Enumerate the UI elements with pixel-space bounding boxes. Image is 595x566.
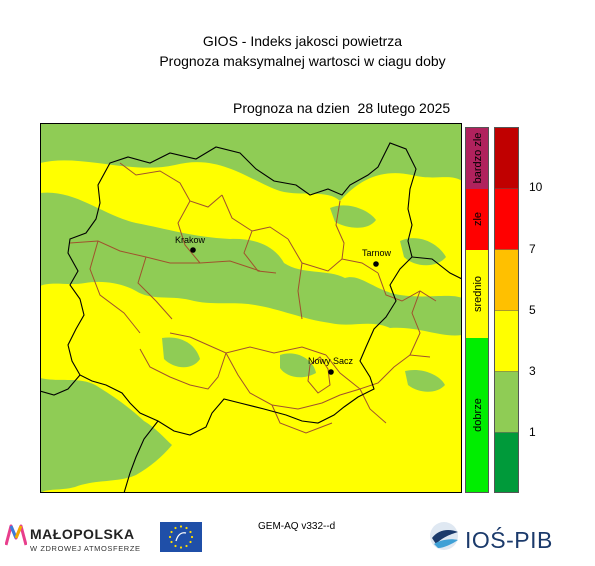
scale-tick-5: 5: [529, 303, 536, 317]
forecast-date: Prognoza na dzien 28 lutego 2025: [233, 100, 451, 116]
city-markers: Krakow Tarnow Nowy Sacz: [175, 235, 392, 375]
scale-tick-10: 10: [529, 180, 543, 194]
eu-stars: [168, 525, 194, 549]
city-dot-nowy-sacz: [328, 369, 334, 375]
scale-cell-5: [494, 187, 519, 250]
scale-tick-3: 3: [529, 364, 536, 378]
category-label-very-bad: bardzo zle: [472, 133, 484, 184]
city-dot-tarnow: [373, 261, 379, 267]
map-subtitle: Prognoza maksymalnej wartosci w ciagu do…: [159, 53, 446, 69]
scale-cell-3: [494, 309, 519, 372]
category-label-good: dobrze: [472, 398, 484, 432]
category-very-bad-swatch: [465, 127, 489, 189]
malopolska-name: MAŁOPOLSKA: [30, 526, 135, 542]
scale-cell-2: [494, 370, 519, 433]
city-label-krakow: Krakow: [175, 235, 206, 245]
map-frame: [40, 123, 462, 493]
index-color-scale: [494, 127, 519, 493]
category-good-swatch: [465, 338, 489, 493]
malopolska-logo-icon: [5, 524, 27, 546]
scale-cell-1: [494, 431, 519, 493]
category-bad-swatch: [465, 189, 489, 250]
category-label-moderate: srednio: [472, 276, 484, 312]
city-label-tarnow: Tarnow: [362, 248, 392, 258]
city-dot-krakow: [190, 247, 196, 253]
category-legend: bardzo zle zle srednio dobrze: [465, 127, 489, 493]
malopolska-slogan: W ZDROWEJ ATMOSFERZE: [30, 544, 141, 553]
category-label-bad: zle: [472, 212, 484, 226]
eu-life-flag-icon: [160, 522, 202, 552]
scale-tick-7: 7: [529, 242, 536, 256]
scale-cell-6: [494, 127, 519, 189]
province-border: [40, 142, 462, 493]
scale-tick-1: 1: [529, 425, 536, 439]
model-version: GEM-AQ v332--d: [258, 521, 336, 532]
air-quality-map: Krakow Tarnow Nowy Sacz: [40, 123, 462, 493]
category-moderate-swatch: [465, 250, 489, 338]
county-borders: [69, 162, 437, 434]
ios-pib-logo-icon: [430, 522, 458, 550]
ios-pib-name: IOŚ-PIB: [465, 527, 553, 553]
scale-cell-4: [494, 248, 519, 311]
city-label-nowy-sacz: Nowy Sacz: [308, 356, 354, 366]
map-title: GIOS - Indeks jakosci powietrza: [202, 33, 403, 49]
